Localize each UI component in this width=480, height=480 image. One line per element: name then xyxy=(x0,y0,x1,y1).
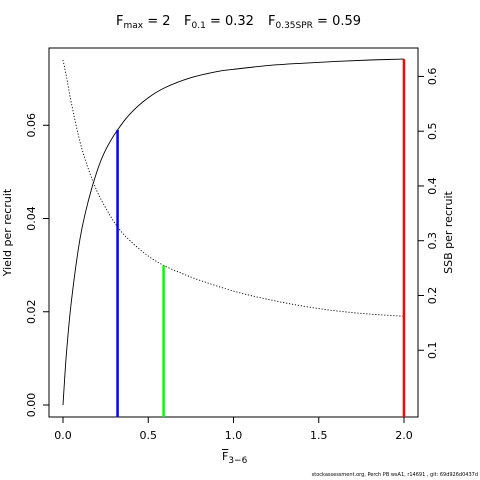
y-right-axis-label: SSB per recruit xyxy=(442,190,455,273)
y-right-tick-label: 0.3 xyxy=(426,232,439,250)
y-right-tick-label: 0.6 xyxy=(426,68,439,86)
title-fspr: F0.35SPR = 0.59 xyxy=(268,14,362,31)
title-f01: F0.1 = 0.32 xyxy=(184,14,254,31)
title-fmax: Fmax = 2 xyxy=(116,14,171,31)
y-left-tick-label: 0.02 xyxy=(25,300,38,325)
y-left-tick-label: 0.00 xyxy=(25,393,38,418)
ssb-per-recruit-line xyxy=(62,59,405,317)
y-right-tick-label: 0.4 xyxy=(426,177,439,195)
x-tick-label: 1.5 xyxy=(310,429,328,442)
y-right-tick-label: 0.5 xyxy=(426,122,439,140)
y-left-axis-label: Yield per recruit xyxy=(1,188,14,277)
y-right-tick-label: 0.2 xyxy=(426,287,439,305)
y-left-tick-label: 0.06 xyxy=(25,113,38,137)
x-tick-label: 0.0 xyxy=(54,429,72,442)
footnote: stockassessment.org, Perch PB wsA1, r146… xyxy=(311,472,478,478)
x-tick-label: 2.0 xyxy=(395,429,413,442)
y-right-tick-label: 0.1 xyxy=(426,341,439,359)
plot-frame xyxy=(48,47,419,418)
x-tick-label: 1.0 xyxy=(225,429,243,442)
x-axis-label: F3−6 xyxy=(222,450,248,466)
x-tick-label: 0.5 xyxy=(140,429,158,442)
y-left-tick-label: 0.04 xyxy=(25,206,38,231)
yield-per-recruit-line xyxy=(62,58,405,406)
